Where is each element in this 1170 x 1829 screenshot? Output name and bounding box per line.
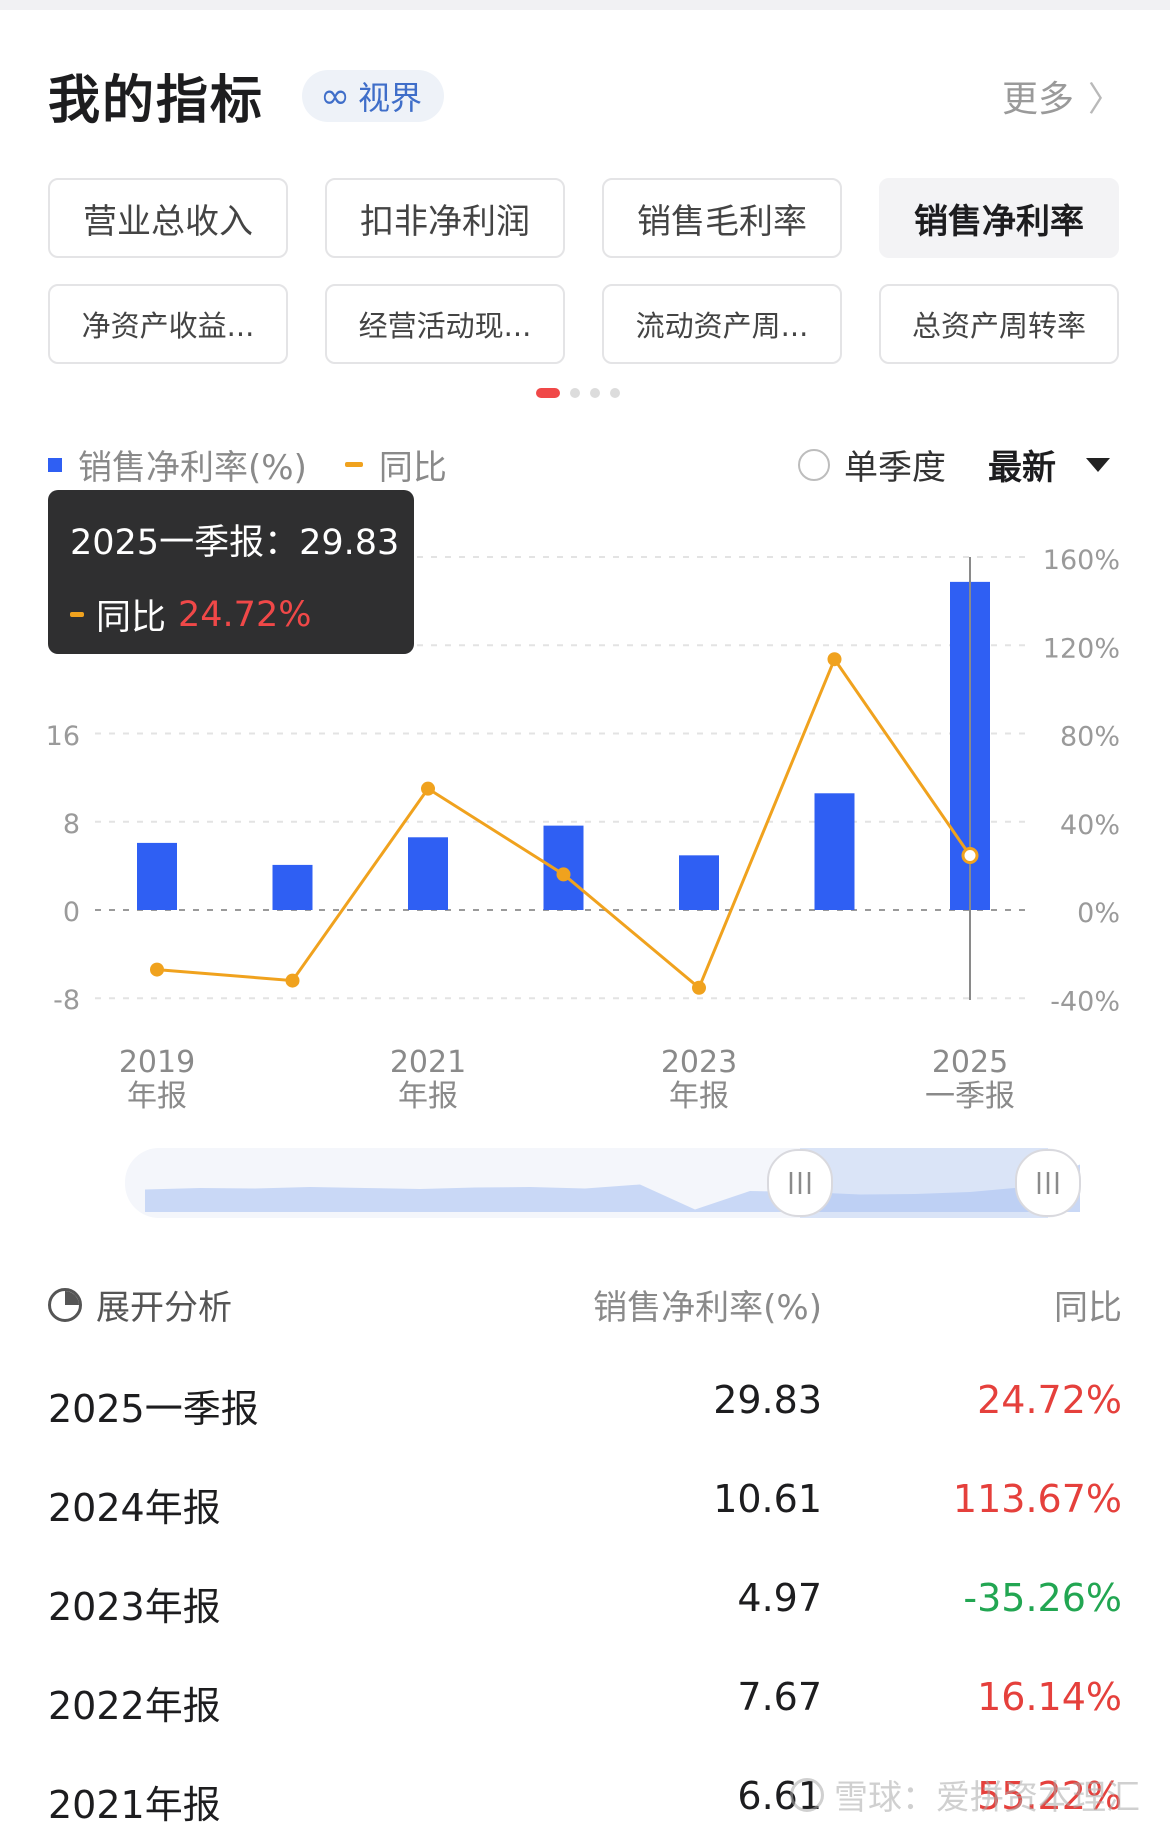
zoom-brush-selection <box>800 1148 1048 1218</box>
tab-gross-margin[interactable]: 销售毛利率 <box>602 178 842 258</box>
legend-net-margin[interactable]: 销售净利率(%) <box>78 448 307 488</box>
row-value: 10.61 <box>713 1477 822 1521</box>
bar <box>408 837 448 910</box>
yoy-point <box>692 980 706 995</box>
left-axis-tick: -8 <box>53 985 80 1016</box>
right-axis-tick: 80% <box>1060 722 1120 753</box>
row-value: 29.83 <box>713 1378 822 1422</box>
page-title: 我的指标 <box>48 71 265 131</box>
bar-legend-swatch <box>48 457 62 472</box>
right-axis-tick: 40% <box>1060 810 1120 841</box>
right-axis-tick: 0% <box>1077 898 1120 929</box>
yoy-point <box>285 973 300 988</box>
watermark: 雪球：爱拼资本理汇 <box>790 1770 1140 1819</box>
tooltip-period: 2025一季报：29.83 <box>70 523 400 563</box>
tab-roe[interactable]: 净资产收益... <box>48 284 288 364</box>
vision-badge[interactable]: ∞ 视界 <box>302 70 445 122</box>
yoy-point <box>961 846 979 864</box>
table-row[interactable]: 2025一季报 29.83 24.72% <box>48 1378 1122 1433</box>
x-axis-tick-period: 年报 <box>398 1079 458 1114</box>
row-yoy: 113.67% <box>952 1477 1122 1521</box>
snowball-logo-icon <box>790 1777 824 1812</box>
x-axis-tick-period: 一季报 <box>925 1079 1015 1114</box>
chart-legend: 销售净利率(%) 同比 <box>48 440 447 489</box>
row-period: 2024年报 <box>48 1486 221 1530</box>
expand-analysis[interactable]: 展开分析 <box>48 1280 232 1329</box>
tooltip-line-swatch <box>70 612 84 617</box>
dropdown-triangle-icon[interactable] <box>1086 457 1110 472</box>
left-axis-tick: 16 <box>46 721 80 752</box>
page-dot[interactable] <box>590 388 600 398</box>
tooltip-yoy-label: 同比 <box>96 598 167 638</box>
x-axis-tick-year: 2019 <box>119 1045 195 1080</box>
yoy-point <box>421 781 435 796</box>
yoy-point <box>150 962 164 977</box>
bar <box>814 793 855 910</box>
row-yoy: -35.26% <box>963 1576 1122 1620</box>
right-axis-tick: 120% <box>1043 633 1120 664</box>
column-header-net-margin: 销售净利率(%) <box>593 1288 822 1328</box>
row-period: 2021年报 <box>48 1783 221 1827</box>
right-axis-tick: 160% <box>1043 545 1120 576</box>
chart-controls: 单季度 最新 <box>798 440 1110 489</box>
table-row[interactable]: 2024年报 10.61 113.67% <box>48 1477 1122 1532</box>
left-axis-tick: 0 <box>63 897 80 928</box>
row-period: 2023年报 <box>48 1585 221 1629</box>
page-dot[interactable] <box>570 388 580 398</box>
row-yoy: 16.14% <box>977 1675 1122 1719</box>
bar <box>137 842 177 910</box>
x-axis-tick-period: 年报 <box>127 1079 187 1114</box>
top-edge <box>0 0 1170 10</box>
zoom-brush-area <box>145 1164 1080 1212</box>
tab-total-asset-turnover[interactable]: 总资产周转率 <box>879 284 1119 364</box>
yoy-point <box>556 867 571 882</box>
chart-tooltip: 2025一季报：29.83 同比 24.72% <box>48 490 414 654</box>
table-row[interactable]: 2023年报 4.97 -35.26% <box>48 1576 1122 1631</box>
pie-chart-icon <box>48 1287 82 1322</box>
expand-analysis-label: 展开分析 <box>96 1288 232 1328</box>
row-value: 4.97 <box>737 1576 822 1620</box>
x-axis-tick-year: 2025 <box>932 1045 1008 1080</box>
tab-revenue[interactable]: 营业总收入 <box>48 178 288 258</box>
x-axis-tick-period: 年报 <box>669 1079 729 1114</box>
tab-net-margin[interactable]: 销售净利率 <box>879 178 1119 258</box>
x-axis-tick-year: 2023 <box>661 1045 737 1080</box>
bar <box>679 855 719 910</box>
row-yoy: 24.72% <box>977 1378 1122 1422</box>
single-quarter-radio[interactable] <box>798 448 830 481</box>
watermark-text: 雪球：爱拼资本理汇 <box>834 1778 1140 1818</box>
page-indicator <box>536 388 620 398</box>
more-link[interactable]: 更多 〉 <box>1002 70 1122 122</box>
infinity-icon: ∞ <box>320 75 350 117</box>
row-period: 2025一季报 <box>48 1387 259 1431</box>
tooltip-yoy-value: 24.72% <box>178 594 312 635</box>
yoy-point <box>827 652 842 667</box>
vision-badge-label: 视界 <box>358 79 423 117</box>
row-yoy: 55.22% <box>977 1774 1122 1818</box>
line-legend-swatch <box>344 462 363 467</box>
tab-current-asset-turnover[interactable]: 流动资产周... <box>602 284 842 364</box>
indicator-tabs: 营业总收入 扣非净利润 销售毛利率 销售净利率 净资产收益... 经营活动现..… <box>48 178 1122 364</box>
legend-yoy[interactable]: 同比 <box>378 448 447 488</box>
column-header-yoy: 同比 <box>1054 1288 1122 1328</box>
page-dot-active[interactable] <box>536 388 560 398</box>
page-dot[interactable] <box>610 388 620 398</box>
tab-operating-cash[interactable]: 经营活动现... <box>325 284 565 364</box>
row-value: 7.67 <box>737 1675 822 1719</box>
left-axis-tick: 8 <box>63 809 80 840</box>
latest-dropdown-label[interactable]: 最新 <box>988 448 1056 488</box>
single-quarter-label[interactable]: 单季度 <box>844 448 946 488</box>
right-axis-tick: -40% <box>1050 986 1120 1017</box>
more-label: 更多 <box>1002 79 1075 120</box>
chevron-right-icon: 〉 <box>1088 79 1123 120</box>
net-margin-chart[interactable]: -40%0%40%80%120%160%-808162019年报2021年报20… <box>0 480 1170 1230</box>
bar <box>272 864 313 910</box>
tab-adjusted-net-profit[interactable]: 扣非净利润 <box>325 178 565 258</box>
row-period: 2022年报 <box>48 1684 221 1728</box>
table-row[interactable]: 2022年报 7.67 16.14% <box>48 1675 1122 1730</box>
x-axis-tick-year: 2021 <box>390 1045 466 1080</box>
